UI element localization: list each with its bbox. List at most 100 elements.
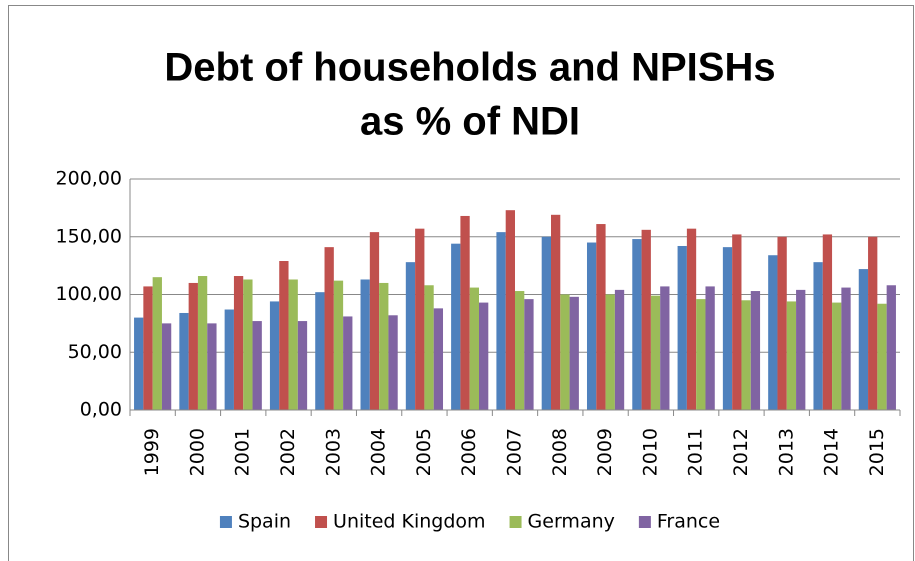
- legend-label: Germany: [528, 511, 615, 533]
- bar: [369, 232, 380, 410]
- bar: [696, 299, 706, 410]
- x-tick-label: 2000: [186, 428, 208, 476]
- bar: [541, 236, 551, 410]
- legend-label: Spain: [238, 511, 291, 533]
- x-tick-label: 2014: [821, 428, 843, 476]
- bar: [605, 294, 615, 410]
- x-tick-label: 1999: [141, 428, 163, 476]
- bar: [288, 279, 298, 410]
- bar: [586, 242, 597, 410]
- bar: [841, 287, 851, 410]
- legend-label: France: [657, 511, 720, 533]
- bar: [360, 279, 370, 410]
- bar: [324, 247, 334, 410]
- bar: [614, 289, 625, 410]
- x-tick-label: 2008: [549, 428, 571, 476]
- bar: [741, 300, 751, 410]
- bar: [315, 292, 325, 410]
- bar: [505, 210, 515, 410]
- bar: [207, 323, 217, 410]
- bar: [424, 285, 434, 410]
- legend-swatch: [509, 516, 522, 528]
- bar: [179, 312, 189, 410]
- bar: [388, 315, 398, 410]
- bar: [786, 301, 797, 410]
- bar: [233, 276, 244, 410]
- y-tick-label: 150,00: [56, 225, 122, 247]
- bar: [343, 316, 353, 410]
- x-tick-label: 2001: [232, 428, 254, 476]
- legend-swatch: [638, 516, 651, 528]
- bar: [243, 279, 253, 410]
- bar: [868, 236, 878, 410]
- bar: [451, 243, 461, 410]
- x-tick-label: 2011: [685, 428, 707, 476]
- bar: [188, 282, 198, 410]
- bar: [777, 236, 787, 410]
- bar: [686, 228, 697, 410]
- x-tick-label: 2015: [866, 428, 888, 476]
- chart-title: as % of NDI: [360, 100, 580, 144]
- bar: [569, 296, 579, 410]
- bar: [469, 287, 480, 410]
- bar: [877, 303, 887, 410]
- x-tick-label: 2004: [368, 428, 390, 476]
- x-tick-label: 2010: [639, 428, 661, 476]
- bar: [297, 321, 308, 410]
- y-tick-label: 0,00: [80, 399, 122, 421]
- bar: [279, 261, 289, 410]
- bar: [379, 282, 389, 410]
- x-tick-label: 2007: [504, 428, 526, 476]
- y-tick-label: 50,00: [68, 341, 122, 363]
- x-tick-label: 2003: [322, 428, 344, 476]
- bar: [550, 214, 561, 410]
- bar: [750, 291, 761, 410]
- bar: [886, 285, 896, 410]
- y-tick-label: 200,00: [56, 168, 122, 190]
- bar: [650, 295, 661, 410]
- bar: [732, 234, 742, 410]
- bar: [813, 262, 823, 410]
- bar: [560, 294, 570, 410]
- bar: [134, 317, 144, 410]
- bar: [677, 245, 687, 410]
- bar: [796, 289, 806, 410]
- bar: [822, 234, 833, 410]
- bar: [496, 232, 506, 410]
- bar: [632, 239, 642, 410]
- bar: [596, 224, 606, 410]
- x-tick-label: 2013: [775, 428, 797, 476]
- bar: [660, 286, 670, 410]
- bar: [152, 277, 162, 410]
- bar: [832, 302, 842, 410]
- bar: [641, 229, 651, 410]
- bar: [722, 247, 733, 410]
- x-tick-label: 2005: [413, 428, 435, 476]
- bar: [515, 291, 525, 410]
- bar: [405, 262, 416, 410]
- legend-label: United Kingdom: [333, 511, 486, 533]
- bar: [415, 228, 425, 410]
- bar: [269, 301, 280, 410]
- bar: [161, 323, 172, 410]
- bar: [479, 302, 489, 410]
- bar: [252, 321, 262, 410]
- legend-swatch: [219, 516, 232, 528]
- y-tick-label: 100,00: [56, 283, 122, 305]
- x-tick-label: 2012: [730, 428, 752, 476]
- bar: [433, 308, 444, 410]
- bar: [768, 255, 778, 410]
- legend-swatch: [315, 516, 328, 528]
- x-tick-label: 2009: [594, 428, 616, 476]
- x-tick-label: 2006: [458, 428, 480, 476]
- bar: [143, 286, 153, 410]
- bar: [460, 215, 470, 410]
- bar: [524, 299, 534, 410]
- bar: [705, 286, 715, 410]
- x-tick-label: 2002: [277, 428, 299, 476]
- chart-title: Debt of households and NPISHs: [164, 46, 775, 90]
- bar: [197, 276, 208, 410]
- bar: [224, 309, 234, 410]
- bar: [333, 280, 344, 410]
